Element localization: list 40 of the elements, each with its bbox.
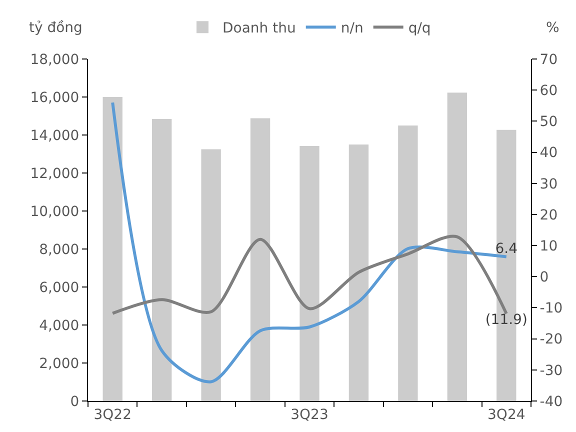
y2-tick-label: -10 xyxy=(540,300,563,317)
legend-label: Doanh thu xyxy=(222,20,296,37)
bar xyxy=(102,97,122,401)
y2-tick-label: 20 xyxy=(540,207,558,224)
x-tick-label: 3Q22 xyxy=(94,406,132,423)
bar xyxy=(300,146,320,401)
y2-tick-label: 50 xyxy=(540,114,558,130)
legend-label: q/q xyxy=(408,20,431,37)
y2-tick-label: 30 xyxy=(540,176,558,192)
legend-label: n/n xyxy=(340,20,364,37)
x-tick-label: 3Q24 xyxy=(488,406,526,423)
bar xyxy=(398,126,418,401)
y-tick-label: 4,000 xyxy=(39,318,80,334)
y-axis-title: tỷ đồng xyxy=(29,20,82,36)
bar xyxy=(348,144,369,401)
y2-tick-label: 40 xyxy=(540,145,558,162)
bar xyxy=(447,92,468,401)
y-tick-label: 16,000 xyxy=(30,90,80,106)
data-label: (11.9) xyxy=(485,312,528,328)
y-tick-label: 0 xyxy=(70,394,80,410)
y-tick-label: 10,000 xyxy=(30,204,80,220)
x-tick-label: 3Q23 xyxy=(290,406,328,423)
y2-tick-label: 60 xyxy=(540,82,558,99)
y-tick-label: 6,000 xyxy=(39,280,80,296)
y2-tick-label: 10 xyxy=(540,238,558,254)
y-tick-label: 2,000 xyxy=(39,356,80,372)
bar xyxy=(201,149,221,401)
y2-axis-title: % xyxy=(546,20,560,36)
bar xyxy=(152,119,172,401)
y2-tick-label: 70 xyxy=(540,52,558,68)
y-tick-label: 18,000 xyxy=(30,52,80,68)
y-tick-label: 12,000 xyxy=(30,166,80,182)
data-label: 6.4 xyxy=(495,241,518,258)
y-tick-label: 8,000 xyxy=(39,242,80,258)
y-tick-label: 14,000 xyxy=(30,128,80,144)
y2-tick-label: 0 xyxy=(540,270,549,286)
y2-tick-label: -30 xyxy=(540,362,563,379)
y2-tick-label: -40 xyxy=(540,394,563,410)
y2-tick-label: -20 xyxy=(540,332,563,348)
bar xyxy=(250,118,270,401)
